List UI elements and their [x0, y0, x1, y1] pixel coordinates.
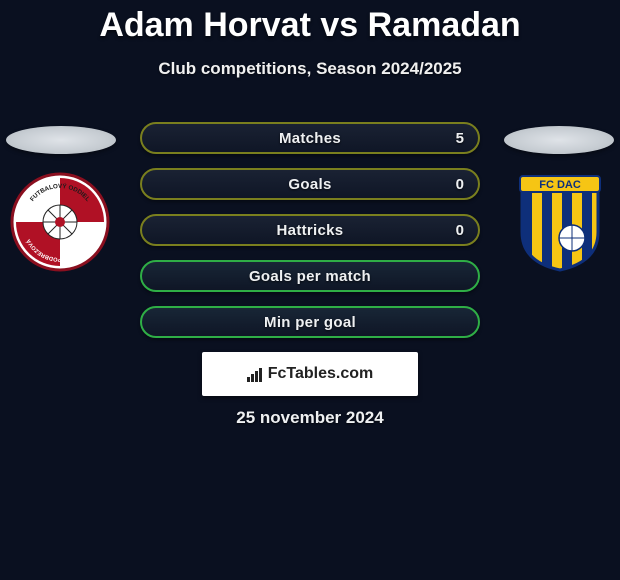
stat-right-value: 0	[456, 222, 464, 239]
stat-label: Matches	[279, 130, 341, 147]
team-crest-left: FUTBALOVÝ ODDIEL ŽELEZIARNE PODBREZOVÁ	[10, 172, 110, 272]
snapshot-date: 25 november 2024	[0, 408, 620, 428]
stat-label: Hattricks	[277, 222, 344, 239]
attribution-text: FcTables.com	[268, 365, 374, 383]
page-subtitle: Club competitions, Season 2024/2025	[0, 59, 620, 79]
stat-right-value: 5	[456, 130, 464, 147]
zeleziarne-crest-icon: FUTBALOVÝ ODDIEL ŽELEZIARNE PODBREZOVÁ	[10, 172, 110, 272]
stat-row-goals: Goals 0	[140, 168, 480, 200]
page-title: Adam Horvat vs Ramadan	[0, 0, 620, 45]
svg-text:FC DAC: FC DAC	[539, 179, 581, 191]
stat-row-goals-per-match: Goals per match	[140, 260, 480, 292]
bar-chart-icon	[247, 366, 262, 382]
comparison-card: Adam Horvat vs Ramadan Club competitions…	[0, 0, 620, 580]
stat-row-hattricks: Hattricks 0	[140, 214, 480, 246]
attribution-badge[interactable]: FcTables.com	[202, 352, 418, 396]
fc-dac-crest-icon: FC DAC	[510, 172, 610, 272]
stats-block: Matches 5 Goals 0 Hattricks 0 Goals per …	[140, 122, 480, 352]
stat-row-matches: Matches 5	[140, 122, 480, 154]
stat-label: Min per goal	[264, 314, 356, 331]
avatar-placeholder-right	[504, 126, 614, 154]
stat-label: Goals per match	[249, 268, 371, 285]
avatar-placeholder-left	[6, 126, 116, 154]
team-crest-right: FC DAC	[510, 172, 610, 272]
stat-label: Goals	[288, 176, 331, 193]
stat-row-min-per-goal: Min per goal	[140, 306, 480, 338]
stat-right-value: 0	[456, 176, 464, 193]
